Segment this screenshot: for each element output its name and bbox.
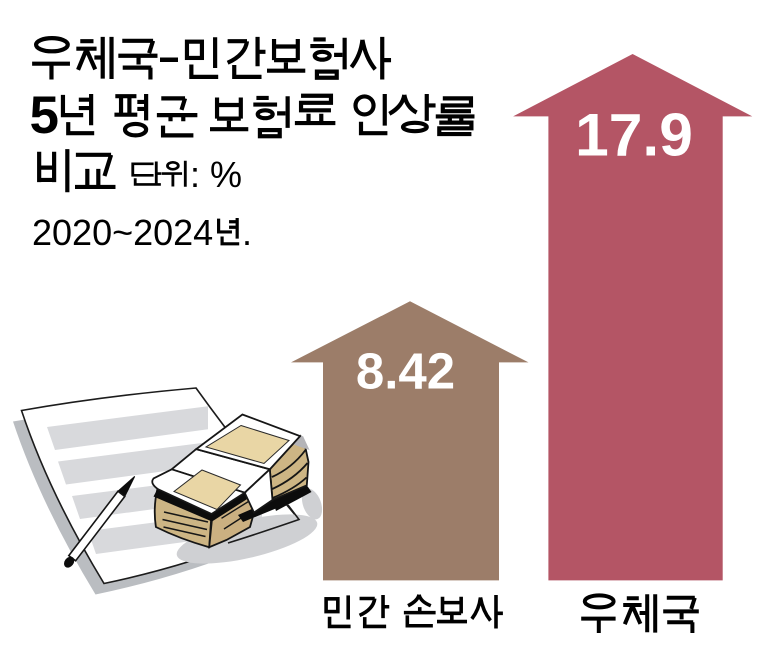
svg-text:5: 5 — [30, 86, 59, 145]
svg-text:8.42: 8.42 — [356, 343, 455, 400]
svg-text:17.9: 17.9 — [575, 101, 693, 169]
svg-text:: %: : % — [190, 154, 242, 195]
svg-text:2020~2024: 2020~2024 — [32, 212, 213, 253]
svg-text:.: . — [242, 212, 252, 253]
